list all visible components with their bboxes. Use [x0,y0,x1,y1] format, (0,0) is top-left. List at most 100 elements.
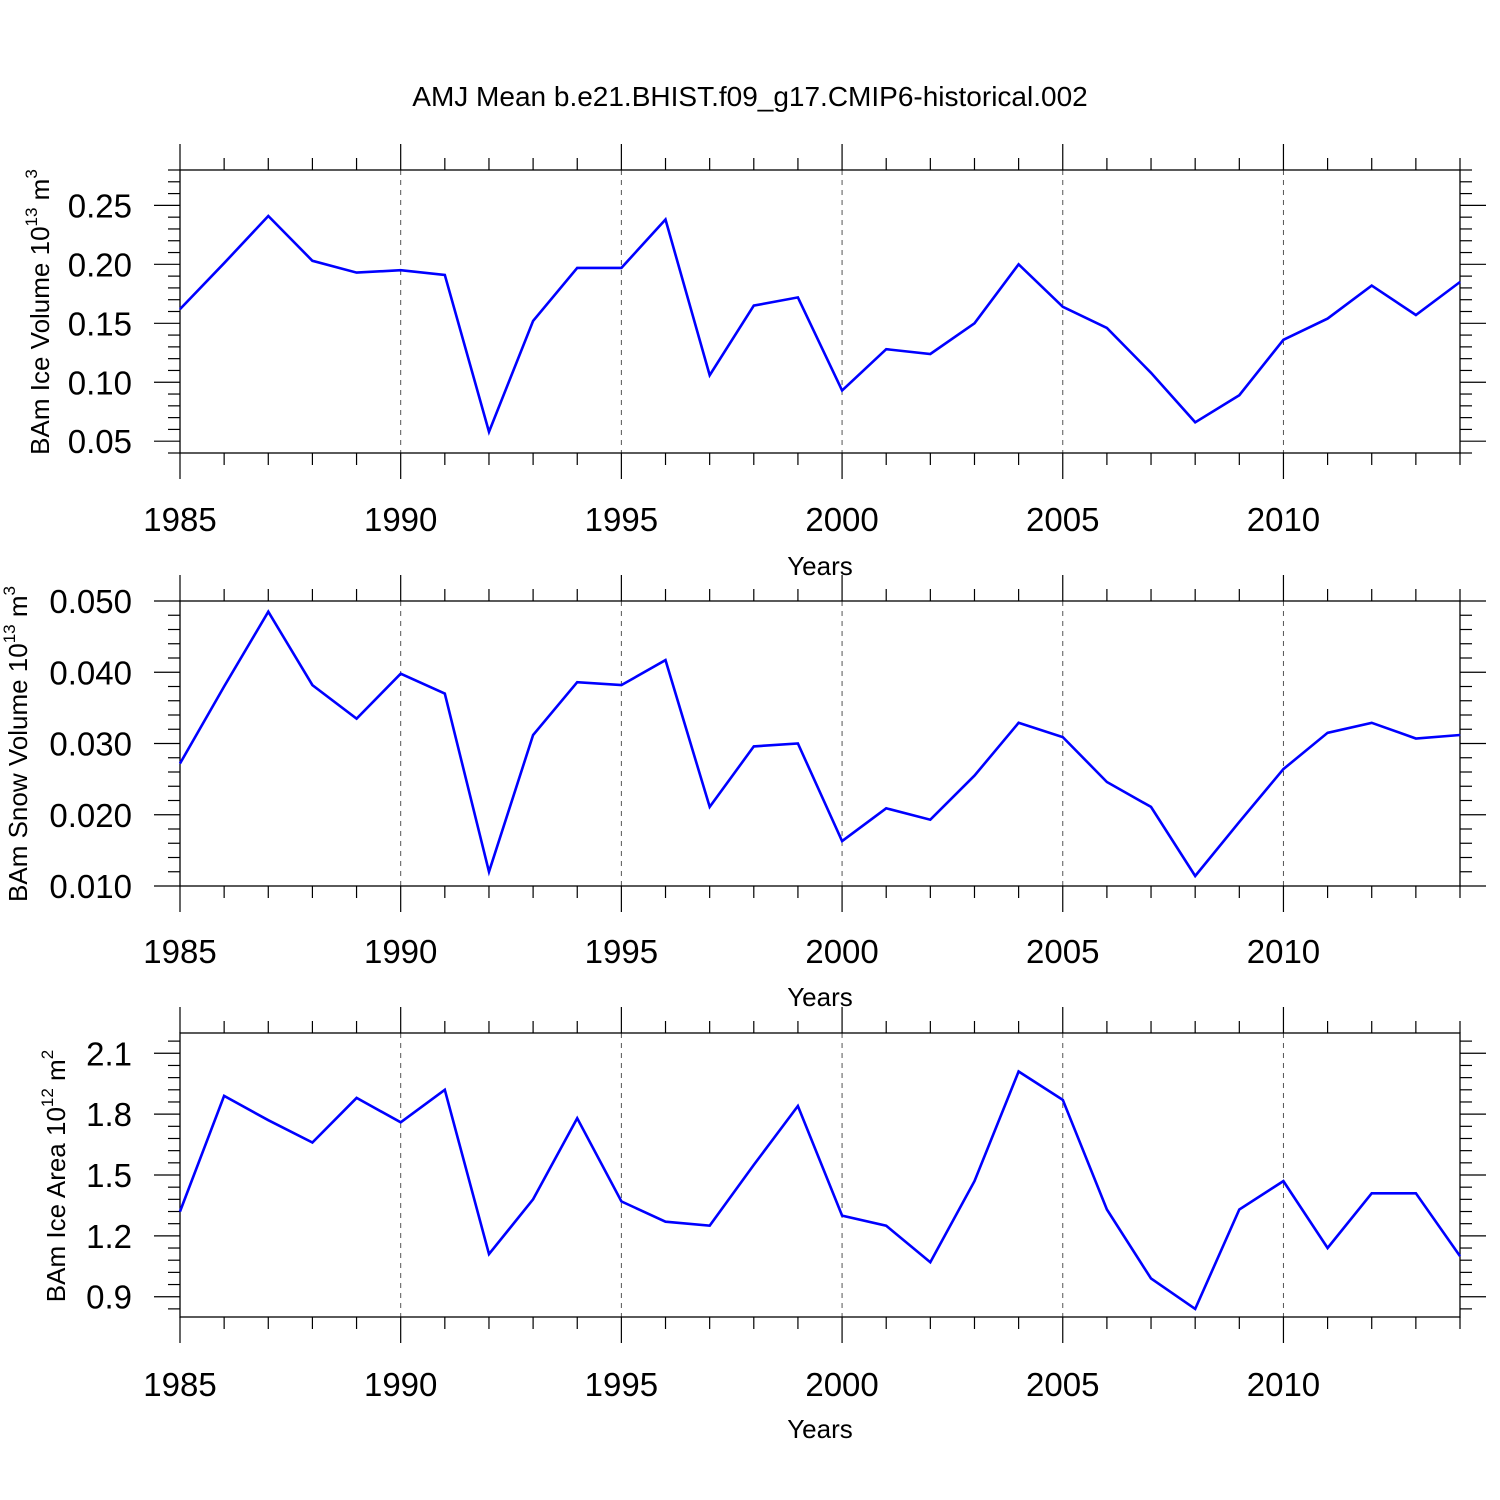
data-point [311,1142,313,1144]
data-point [488,431,490,433]
data-point [400,673,402,675]
data-point [356,1097,358,1099]
data-point [841,840,843,842]
data-point [179,1211,181,1213]
series-line [178,609,1461,879]
data-point [1415,314,1417,316]
x-tick-label: 2000 [805,501,878,538]
series-line [179,214,1461,436]
y-tick-label: 0.25 [68,187,132,224]
panel-1: 1985 1990 1995 2000 2005 2010 0.05 0.10 0.15 0.20… [22,144,1486,581]
data-point [1371,285,1373,287]
data-point [1282,768,1284,770]
data-point [1459,734,1461,736]
y-tick-label: 0.9 [86,1279,132,1316]
y-tick-label: 0.10 [68,364,132,401]
x-tick-label: 2005 [1026,1366,1099,1403]
data-point [973,322,975,324]
data-point [1106,1208,1108,1210]
data-point [929,819,931,821]
x-tick-label: 1995 [585,1366,658,1403]
y-tick-label: 0.050 [49,583,132,620]
data-point [709,374,711,376]
y-tick-label: 1.8 [86,1096,132,1133]
data-point [267,215,269,217]
data-point [576,1117,578,1119]
data-point [179,762,181,764]
y-tick-label: 0.20 [68,246,132,283]
data-point [620,267,622,269]
data-point [1018,722,1020,724]
data-point [841,1215,843,1217]
y-tick-label: 0.010 [49,868,132,905]
data-point [311,684,313,686]
data-point [223,262,225,264]
y-axis-label: BAm Snow Volume 1013 m3 [0,586,33,902]
data-point [576,267,578,269]
data-point [1194,1308,1196,1310]
data-point [753,745,755,747]
data-point [665,219,667,221]
data-point [356,272,358,274]
data-point [797,743,799,744]
data-point [620,1200,622,1202]
data-point [929,353,931,355]
data-point [400,269,402,271]
panel-3: 1985 1990 1995 2000 2005 2010 0.9 1.2 1.5 1.8 2.1 Y… [38,1007,1486,1444]
y-tick-label: 0.15 [68,305,132,342]
data-point [841,390,843,392]
x-tick-label: 1985 [143,933,216,970]
data-point [1018,263,1020,265]
data-point [1194,421,1196,423]
data-point [885,348,887,350]
data-point [1282,339,1284,341]
y-axis-label: BAm Ice Volume 1013 m3 [22,169,55,455]
data-point [576,681,578,683]
data-point [267,611,269,613]
data-point [532,734,534,736]
data-point [709,806,711,808]
data-point [223,1095,225,1097]
series-line [178,1069,1462,1311]
x-tick-label: 1985 [143,1366,216,1403]
data-point [665,659,667,661]
x-axis-label: Years [787,982,853,1012]
x-tick-label: 1995 [585,933,658,970]
x-tick-label: 2010 [1247,1366,1320,1403]
data-point [1238,821,1240,823]
plot-frame [179,1032,1461,1318]
data-point [1106,327,1108,329]
x-tick-label: 2010 [1247,933,1320,970]
y-tick-label: 0.040 [49,654,132,691]
x-tick-label: 2000 [805,933,878,970]
data-point [1327,318,1329,320]
x-tick-label: 1990 [364,501,437,538]
data-point [1238,394,1240,396]
data-point [311,260,313,262]
data-point [1415,738,1417,740]
data-point [753,1164,755,1166]
data-point [797,296,799,298]
data-point [620,684,622,686]
x-tick-label: 2010 [1247,501,1320,538]
data-point [1106,781,1108,783]
data-point [179,308,181,310]
y-tick-label: 0.020 [49,797,132,834]
data-point [1327,1247,1329,1249]
data-point [1371,722,1373,724]
y-tick-label: 2.1 [86,1035,132,1072]
panel-2: 1985 1990 1995 2000 2005 2010 0.010 0.020 0.030 0… [0,575,1486,1012]
y-tick-label: 0.030 [49,726,132,763]
data-point [1282,1180,1284,1182]
data-point [267,1119,269,1121]
data-point [753,305,755,307]
data-point [532,320,534,322]
data-point [709,1225,711,1227]
data-point [1238,1208,1240,1210]
data-point [1062,1099,1064,1101]
data-point [1194,875,1196,877]
x-tick-label: 1990 [364,933,437,970]
data-point [488,871,490,873]
y-axis-label: BAm Ice Area 1012 m2 [38,1050,71,1302]
data-point [356,718,358,720]
